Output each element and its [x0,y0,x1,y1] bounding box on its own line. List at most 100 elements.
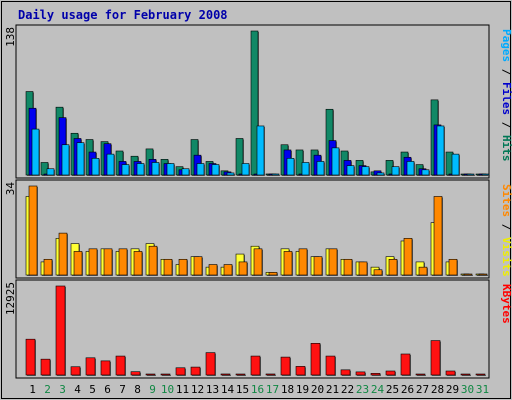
bar-kbytes-day-10 [160,373,171,376]
bar-sites-day-31 [478,273,488,276]
bar-kbytes-day-29 [445,370,456,376]
bar-shadow [417,375,426,376]
bar-sites-day-6 [103,248,113,276]
x-tick-label-day-20: 20 [311,383,324,396]
bar-shadow [480,275,488,276]
bar-sites-day-15 [238,261,248,276]
bar-shadow [222,374,231,376]
x-tick-label-day-7: 7 [119,383,126,396]
bar-kbytes-day-18 [280,356,291,376]
bar-shadow [468,175,475,176]
x-tick-label-day-12: 12 [191,383,204,396]
side-legend: Sites / Visits [500,184,512,277]
chart-title: Daily usage for February 2008 [18,8,228,22]
bar-shadow [162,375,171,376]
bar-kbytes-day-9 [145,373,156,376]
bar-kbytes-day-8 [130,371,141,376]
bar-pages-day-8 [136,163,145,176]
x-tick-label-day-1: 1 [29,383,36,396]
bar-sites-day-20 [313,256,323,276]
bar-sites-day-29 [448,258,458,276]
bar-kbytes-day-1 [25,338,36,376]
panel-hits: 138 Pages / Files / Hits [4,24,512,179]
bar-kbytes-day-6 [100,360,111,376]
bar-pages-day-19 [301,162,310,176]
bar-sites-day-25 [388,258,398,276]
bar-pages-day-5 [91,158,100,176]
bar-sites-day-5 [88,248,98,276]
bar-shadow [267,374,276,376]
x-tick-label-day-23: 23 [356,383,369,396]
bar-kbytes-day-5 [85,357,96,376]
bar-sites-day-17 [268,272,278,276]
x-tick-label-day-28: 28 [431,383,444,396]
x-tick-label-day-19: 19 [296,383,309,396]
bar-shadow [477,375,486,376]
x-tick-label-day-16: 16 [251,383,264,396]
legend-entry: Sites [500,184,512,217]
x-tick-label-day-6: 6 [104,383,111,396]
bar-kbytes-day-21 [325,355,336,376]
bar-pages-day-3 [61,144,70,176]
x-tick-label-day-18: 18 [281,383,294,396]
bar-sites-day-1 [28,185,38,276]
panel-kbytes: 12925 KBytes [4,279,512,379]
bar-sites-day-16 [253,248,263,276]
panel-visits: 34 Sites / Visits [4,179,512,279]
bar-sites-day-19 [298,248,308,276]
x-tick-label-day-24: 24 [371,383,385,396]
bar-shadow [273,174,280,176]
bar-pages-day-6 [106,153,115,176]
bar-pages-day-27 [421,169,430,176]
bar-sites-day-18 [283,251,293,276]
x-tick-label-day-31: 31 [476,383,489,396]
bar-sites-day-2 [43,258,53,276]
bar-pages-day-23 [361,166,370,176]
bar-pages-day-13 [211,164,220,176]
bar-kbytes-day-13 [205,352,216,376]
legend-entry: Visits [500,237,512,277]
bar-pages-day-4 [76,142,85,176]
x-tick-label-day-17: 17 [266,383,279,396]
bar-kbytes-day-3 [55,285,66,376]
bar-pages-day-12 [196,163,205,176]
bar-pages-day-20 [316,161,325,176]
bar-pages-day-15 [241,163,250,176]
bar-kbytes-day-19 [295,366,306,376]
bar-sites-day-30 [463,273,473,276]
x-tick-label-day-29: 29 [446,383,459,396]
bar-pages-day-26 [406,161,415,176]
legend-entry: Hits [500,135,512,162]
bar-pages-day-30 [466,173,475,176]
x-tick-label-day-22: 22 [341,383,354,396]
bar-sites-day-27 [418,266,428,276]
bar-kbytes-day-16 [250,355,261,376]
y-max-label: 12925 [4,282,17,315]
bar-shadow [237,375,246,376]
bar-sites-day-11 [178,258,188,276]
bar-shadow [462,375,471,376]
legend-entry: KBytes [500,284,512,324]
bar-sites-day-24 [373,269,383,276]
x-tick-label-day-11: 11 [176,383,189,396]
bar-pages-day-11 [181,168,190,176]
bar-pages-day-2 [46,168,55,176]
bar-pages-day-9 [151,162,160,176]
x-tick-label-day-27: 27 [416,383,429,396]
x-tick-label-day-10: 10 [161,383,174,396]
x-tick-label-day-14: 14 [221,383,235,396]
x-tick-label-day-5: 5 [89,383,96,396]
bar-pages-day-18 [286,158,295,176]
legend-entry: / [500,62,512,82]
bar-sites-day-14 [223,264,233,276]
bar-sites-day-12 [193,256,203,276]
x-tick-label-day-15: 15 [236,383,249,396]
bar-pages-day-10 [166,163,175,176]
bar-pages-day-29 [451,153,460,176]
bar-sites-day-22 [343,258,353,276]
x-tick-label-day-26: 26 [401,383,414,396]
bar-sites-day-13 [208,264,218,276]
x-tick-label-day-8: 8 [134,383,141,396]
bar-pages-day-14 [226,172,235,176]
side-legend: KBytes [500,284,512,324]
